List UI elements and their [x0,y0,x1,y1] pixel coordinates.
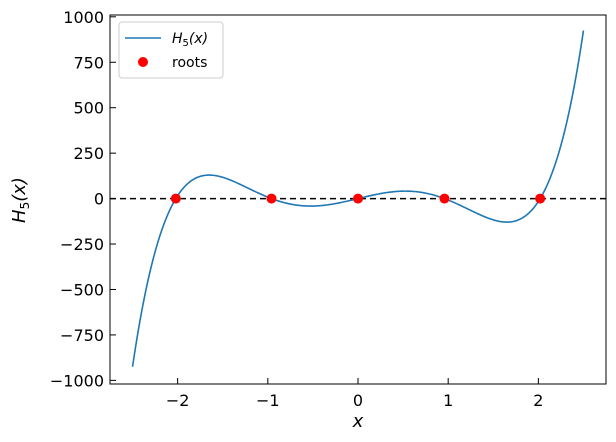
legend: H5(x) roots [118,21,224,79]
roots-layer [170,193,546,204]
root-point [170,193,181,204]
root-point [266,193,277,204]
ticks-layer: −2 −1 0 1 2 −1000 −750 −500 −250 0 250 500 750 1000 [50,8,544,410]
y-tick-label: −250 [60,235,104,254]
legend-label-roots: roots [172,55,207,71]
y-tick-label: −1000 [50,371,104,390]
root-point [353,193,363,204]
y-tick-label: 750 [73,53,104,72]
root-point [535,193,546,204]
y-tick-label: 250 [73,144,104,163]
legend-marker-roots [138,57,148,67]
y-tick-label: 500 [73,99,104,118]
x-tick-label: −2 [166,391,190,410]
y-axis-label: H5(x) [9,177,32,223]
y-tick-label: −750 [60,326,104,345]
y-tick-label: 1000 [63,8,104,27]
x-axis-label: x [352,411,364,432]
y-tick-label: −500 [60,280,104,299]
legend-label-h5: H5(x) [172,31,208,49]
root-point [439,193,450,204]
x-tick-label: 0 [353,391,363,410]
y-tick-label: 0 [94,190,104,209]
x-tick-label: 1 [443,391,453,410]
x-tick-label: −1 [256,391,280,410]
plot-frame [109,14,607,385]
x-tick-label: 2 [533,391,543,410]
